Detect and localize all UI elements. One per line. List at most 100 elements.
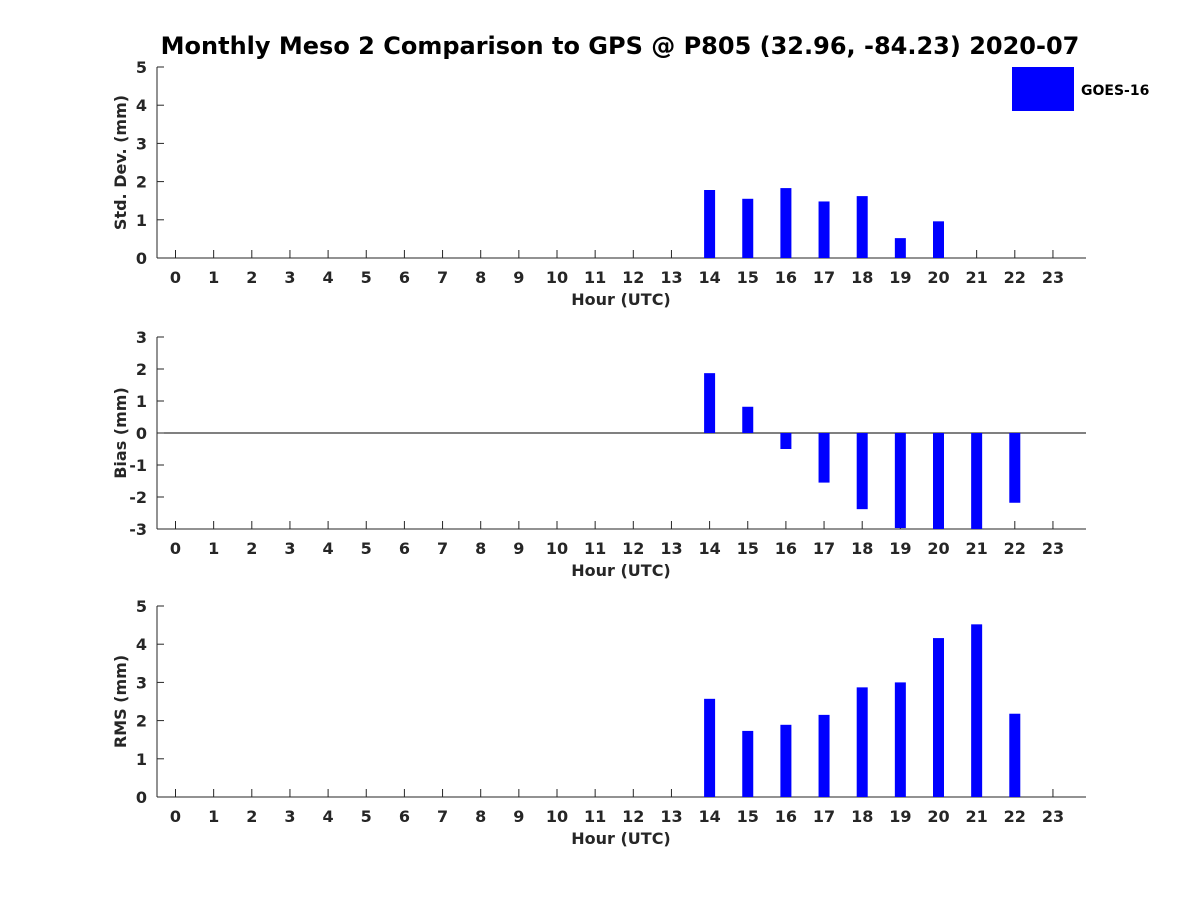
x-tick-label: 22 [1004,807,1026,826]
x-tick-label: 21 [966,807,988,826]
y-tick-label: 1 [136,750,147,769]
y-tick-label: 2 [136,712,147,731]
x-tick-label: 20 [927,539,949,558]
y-axis-label: RMS (mm) [111,655,130,748]
x-axis-label: Hour (UTC) [571,561,671,580]
x-tick-label: 11 [584,539,606,558]
bar-rms-hour-17 [818,714,830,797]
y-axis-label: Bias (mm) [111,387,130,479]
x-tick-label: 11 [584,268,606,287]
y-tick-label: 3 [136,134,147,153]
x-tick-label: 7 [437,539,448,558]
x-tick-label: 17 [813,807,835,826]
x-tick-label: 1 [208,807,219,826]
x-tick-label: 16 [775,539,797,558]
x-tick-label: 12 [622,539,644,558]
x-tick-label: 11 [584,807,606,826]
x-tick-label: 17 [813,268,835,287]
x-tick-label: 9 [513,807,524,826]
bar-bias-hour-18 [856,433,868,510]
bar-std-dev-hour-17 [818,201,830,258]
x-axis-label: Hour (UTC) [571,829,671,848]
x-tick-label: 15 [737,807,759,826]
x-tick-label: 3 [284,539,295,558]
bar-rms-hour-20 [933,638,944,797]
x-tick-label: 9 [513,539,524,558]
x-tick-label: 4 [323,807,334,826]
bar-bias-hour-19 [894,433,906,529]
bar-bias-hour-17 [818,433,830,483]
y-tick-label: 3 [136,673,147,692]
x-tick-label: 19 [889,807,911,826]
bar-std-dev-hour-14 [704,190,716,258]
x-tick-label: 19 [889,268,911,287]
x-tick-label: 5 [361,539,372,558]
y-tick-label: 2 [136,360,147,379]
bar-bias-hour-15 [742,406,754,433]
y-tick-label: 5 [136,58,147,77]
chart-title: Monthly Meso 2 Comparison to GPS @ P805 … [161,32,1080,60]
x-tick-label: 14 [698,268,720,287]
x-tick-label: 8 [475,268,486,287]
x-tick-label: 10 [546,268,568,287]
bar-std-dev-hour-20 [933,221,944,258]
x-tick-label: 0 [170,807,181,826]
x-tick-label: 16 [775,268,797,287]
x-tick-label: 23 [1042,807,1064,826]
x-tick-label: 2 [246,268,257,287]
x-tick-label: 20 [927,807,949,826]
y-tick-label: 0 [136,249,147,268]
x-tick-label: 21 [966,539,988,558]
x-tick-label: 13 [660,539,682,558]
x-tick-label: 2 [246,807,257,826]
x-tick-label: 20 [927,268,949,287]
x-tick-label: 18 [851,807,873,826]
y-tick-label: -2 [129,488,147,507]
x-tick-label: 19 [889,539,911,558]
x-tick-label: 0 [170,268,181,287]
x-tick-label: 14 [698,539,720,558]
bar-bias-hour-21 [971,433,983,529]
x-tick-label: 18 [851,539,873,558]
x-tick-label: 15 [737,268,759,287]
bar-bias-hour-16 [780,433,792,449]
x-tick-label: 8 [475,807,486,826]
x-tick-label: 1 [208,268,219,287]
y-axis-label: Std. Dev. (mm) [111,95,130,230]
x-tick-label: 10 [546,539,568,558]
legend: GOES-16 [1012,67,1149,111]
x-tick-label: 17 [813,539,835,558]
bar-rms-hour-16 [780,724,792,797]
y-tick-label: 4 [136,635,147,654]
x-tick-label: 21 [966,268,988,287]
y-tick-label: 4 [136,96,147,115]
x-tick-label: 1 [208,539,219,558]
x-tick-label: 2 [246,539,257,558]
x-axis-label: Hour (UTC) [571,290,671,309]
y-tick-label: 2 [136,173,147,192]
y-tick-label: 5 [136,597,147,616]
x-tick-label: 7 [437,268,448,287]
bar-rms-hour-22 [1009,713,1021,797]
x-tick-label: 13 [660,268,682,287]
x-tick-label: 22 [1004,268,1026,287]
y-tick-label: 1 [136,392,147,411]
bar-std-dev-hour-19 [894,238,906,258]
bar-bias-hour-22 [1009,433,1021,503]
x-tick-label: 18 [851,268,873,287]
bar-bias-hour-14 [704,373,716,433]
bar-rms-hour-18 [856,687,868,797]
x-tick-label: 5 [361,807,372,826]
x-tick-label: 23 [1042,268,1064,287]
x-tick-label: 13 [660,807,682,826]
y-tick-label: 0 [136,424,147,443]
bar-std-dev-hour-16 [780,188,792,258]
x-tick-label: 3 [284,807,295,826]
y-tick-label: 0 [136,788,147,807]
x-tick-label: 22 [1004,539,1026,558]
x-tick-label: 12 [622,268,644,287]
